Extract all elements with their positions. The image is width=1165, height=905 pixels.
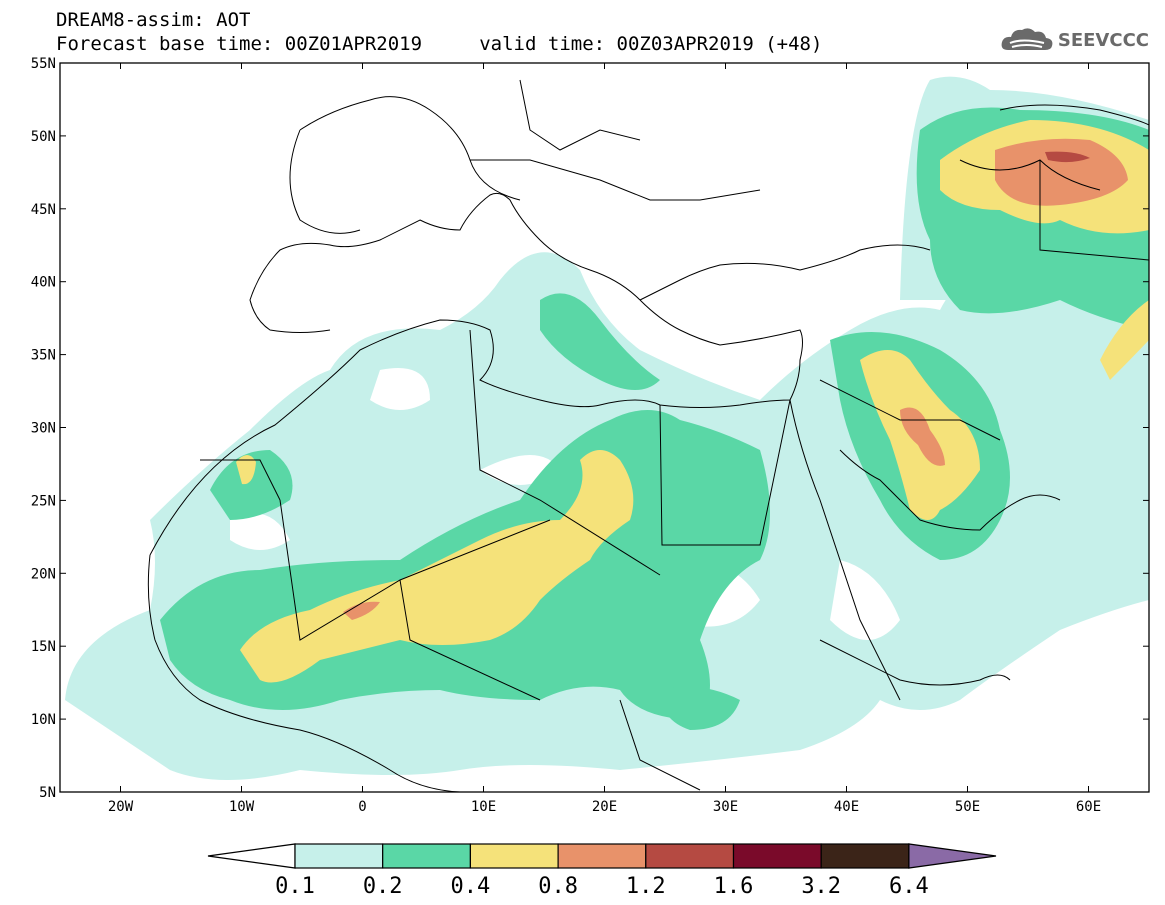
- lon-tick-label: 60E: [1076, 799, 1101, 815]
- colorbar-label: 1.6: [714, 874, 754, 899]
- colorbar-under-arrow: [207, 843, 296, 869]
- lon-tick-label: 10E: [471, 799, 496, 815]
- lon-tick-label: 40E: [834, 799, 859, 815]
- lon-tick-label: 20E: [592, 799, 617, 815]
- colorbar-label: 0.8: [538, 874, 578, 899]
- forecast-time-subtitle: Forecast base time: 00Z01APR2019 valid t…: [56, 33, 823, 55]
- lat-tick-label: 15N: [31, 639, 56, 655]
- chart-title: DREAM8-assim: AOT: [56, 9, 251, 31]
- colorbar-label: 0.2: [363, 874, 403, 899]
- colorbar-segment: [382, 843, 472, 869]
- colorbar-label: 3.2: [801, 874, 841, 899]
- colorbar-label: 0.4: [451, 874, 491, 899]
- colorbar-segment: [732, 843, 822, 869]
- lat-tick-label: 35N: [31, 348, 56, 364]
- lat-tick-label: 55N: [31, 56, 56, 72]
- lon-tick-label: 10W: [229, 799, 255, 815]
- logo-text: SEEVCCC: [1057, 29, 1149, 51]
- lat-tick-label: 5N: [39, 785, 56, 801]
- colorbar-segment: [557, 843, 647, 869]
- lon-tick-label: 50E: [955, 799, 980, 815]
- lat-tick-label: 40N: [31, 275, 56, 291]
- colorbar-label: 0.1: [275, 874, 315, 899]
- lat-tick-label: 25N: [31, 493, 56, 509]
- colorbar-segment: [469, 843, 559, 869]
- colorbar-segment: [820, 843, 910, 869]
- lon-tick-label: 20W: [108, 799, 134, 815]
- cloud-icon: [1001, 28, 1053, 50]
- aot-field: [60, 63, 1149, 792]
- lat-tick-label: 30N: [31, 421, 56, 437]
- coastlines-borders: [147, 79, 1149, 792]
- lon-tick-label: 0: [358, 799, 366, 815]
- lat-tick-label: 20N: [31, 566, 56, 582]
- lat-tick-label: 10N: [31, 712, 56, 728]
- colorbar-over-arrow: [908, 843, 997, 869]
- latitude-axis: 55N 50N 45N 40N 35N 30N 25N 20N 15N 10N 5N: [31, 56, 1149, 801]
- colorbar-label: 1.2: [626, 874, 666, 899]
- colorbar-segment: [645, 843, 735, 869]
- colorbar-segment: [294, 843, 384, 869]
- lat-tick-label: 50N: [31, 129, 56, 145]
- colorbar-label: 6.4: [889, 874, 929, 899]
- colorbar: 0.1 0.2 0.4 0.8 1.2 1.6 3.2 6.4: [207, 843, 997, 899]
- seevccc-logo: SEEVCCC: [1000, 26, 1149, 54]
- lon-tick-label: 30E: [713, 799, 738, 815]
- lat-tick-label: 45N: [31, 202, 56, 218]
- longitude-axis: 20W 10W 0 10E 20E 30E 40E 50E 60E: [108, 63, 1101, 815]
